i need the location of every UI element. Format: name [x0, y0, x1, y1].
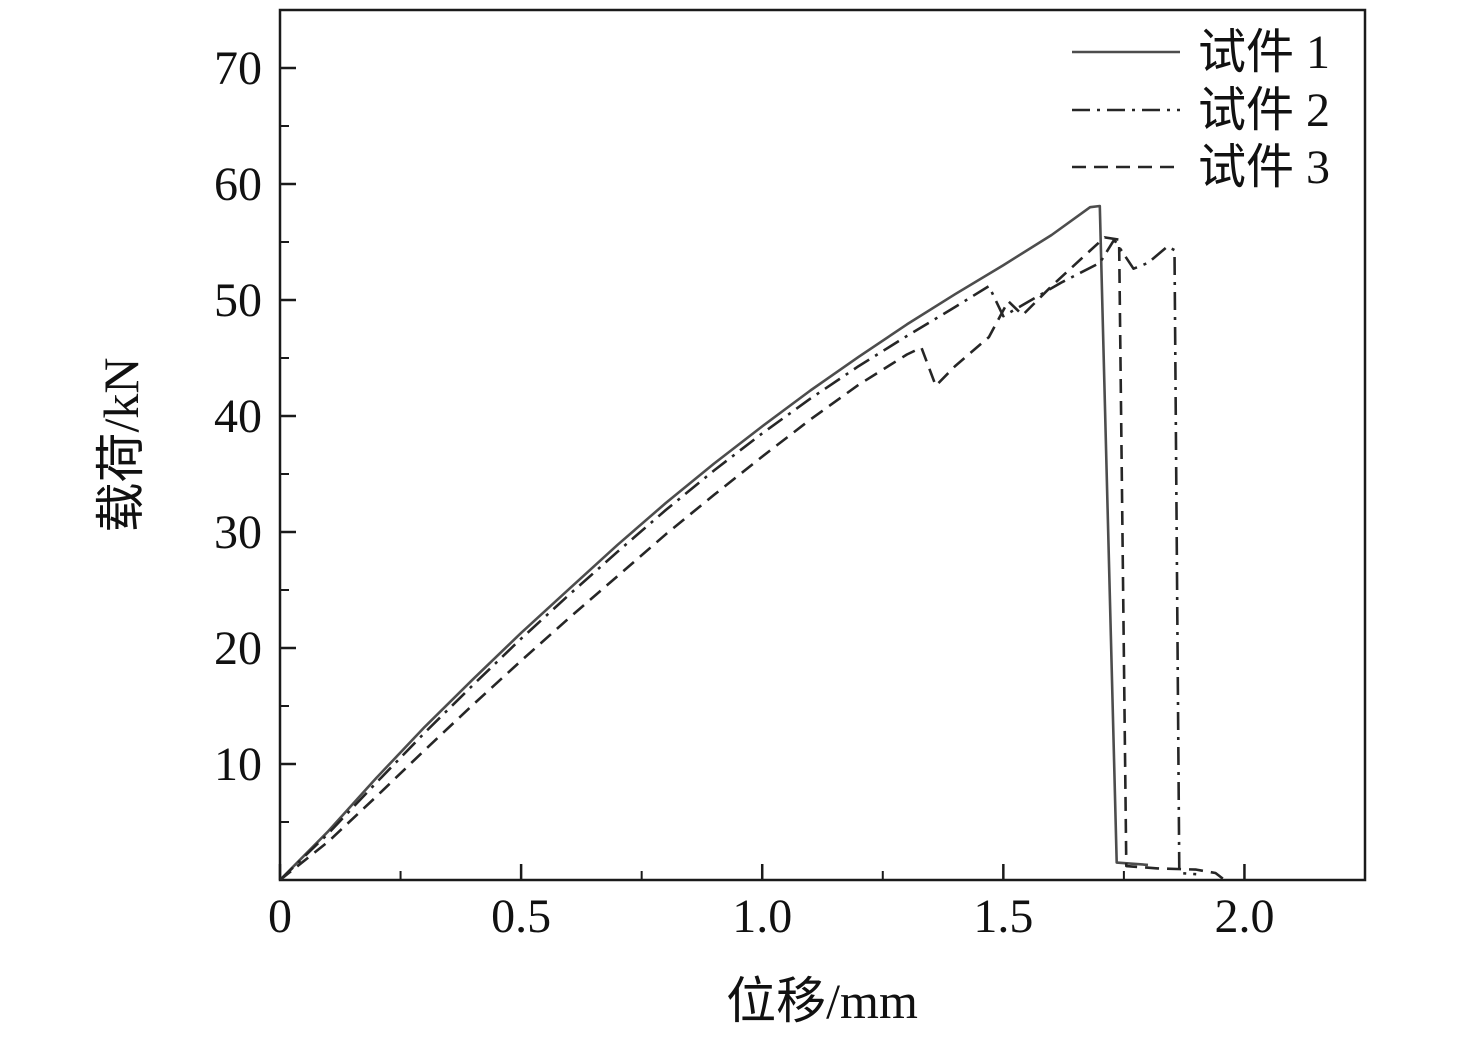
- y-tick-label: 30: [214, 506, 262, 559]
- y-axis-label: 载荷/kN: [93, 358, 149, 533]
- plot-area: 0 0.5 1.0 1.5 2.0 10 20 30 40 50 60 70: [214, 8, 1367, 943]
- series-line-3: [280, 236, 1227, 880]
- series-line-2: [280, 238, 1197, 880]
- x-tick-label: 0: [268, 890, 292, 943]
- axes-frame: [278, 8, 1367, 882]
- y-tick-label: 20: [214, 622, 262, 675]
- legend-label-1: 试件 1: [1198, 26, 1330, 79]
- series-line-1: [280, 204, 1149, 880]
- legend-label-3: 试件 3: [1198, 141, 1330, 194]
- x-tick-label: 2.0: [1214, 890, 1274, 943]
- legend-label-2: 试件 2: [1198, 84, 1330, 137]
- y-tick-label: 10: [214, 738, 262, 791]
- x-tick-label: 1.5: [973, 890, 1033, 943]
- y-tick-label: 50: [214, 274, 262, 327]
- legend: 试件 1试件 2试件 3: [1072, 26, 1330, 194]
- y-tick-label: 60: [214, 158, 262, 211]
- y-tick-label: 70: [214, 42, 262, 95]
- x-tick-label: 0.5: [491, 890, 551, 943]
- x-axis-label: 位移/mm: [726, 973, 918, 1029]
- y-tick-label: 40: [214, 390, 262, 443]
- x-tick-label: 1.0: [732, 890, 792, 943]
- series-group: [280, 204, 1227, 880]
